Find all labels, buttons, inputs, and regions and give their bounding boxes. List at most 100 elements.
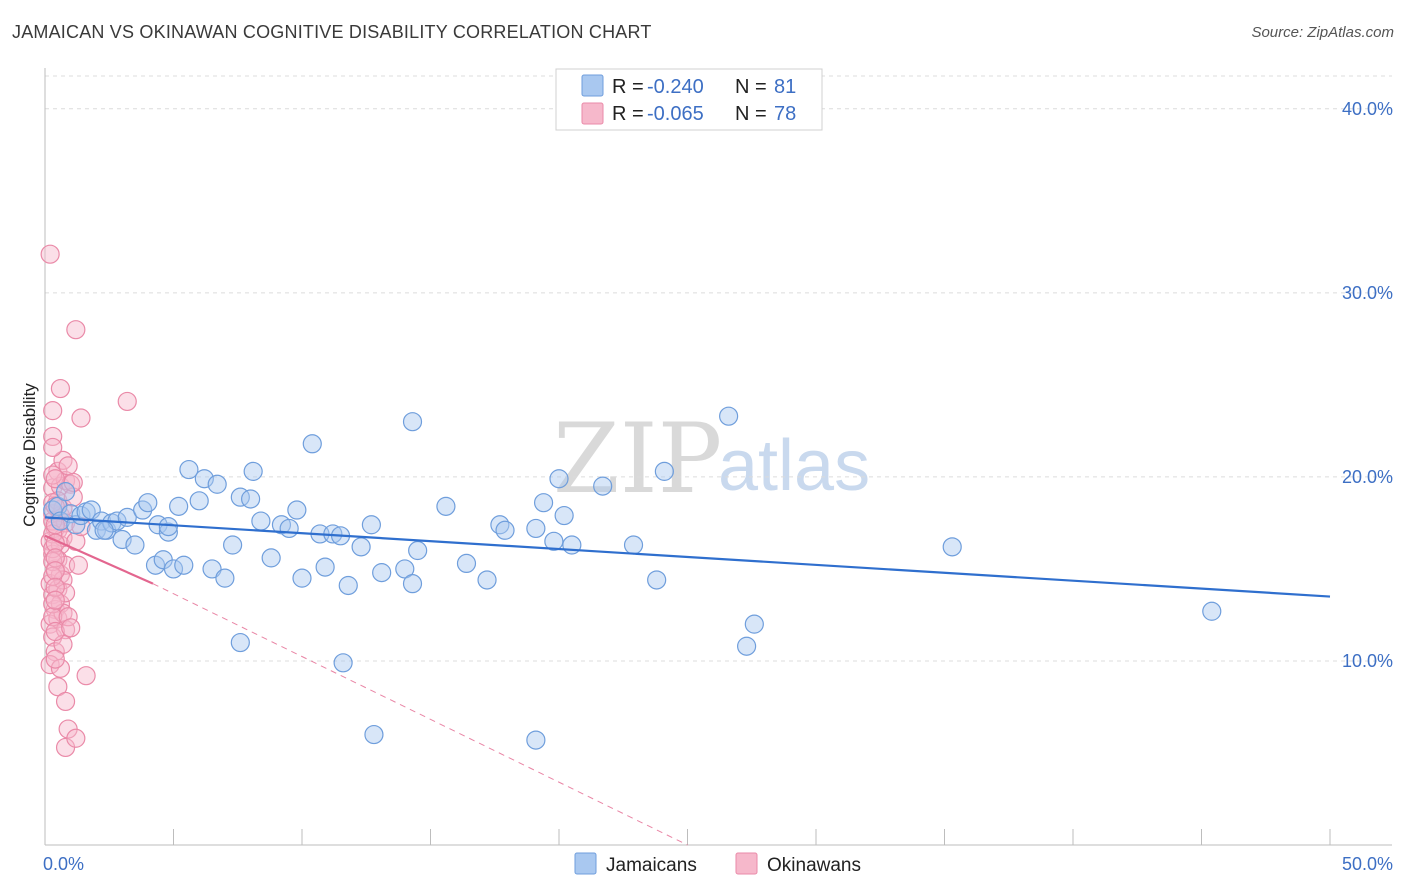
okinawans-point-26: [53, 450, 73, 470]
axes: 10.0% 20.0% 30.0% 40.0% 0.0% 50.0%: [43, 68, 1393, 874]
jamaicans-points: [43, 406, 1222, 750]
jamaicans-point-36: [251, 511, 271, 531]
series-legend-swatch-okinawans: [735, 852, 758, 875]
jamaicans-point-49: [361, 515, 381, 535]
jamaicans-point-57: [490, 515, 510, 535]
jamaicans-point-76: [364, 724, 384, 745]
jamaicans-point-0: [43, 500, 63, 520]
jamaicans-point-54: [436, 496, 456, 516]
okinawans-point-33: [55, 583, 76, 603]
jamaicans-point-78: [402, 412, 423, 432]
x-tick-label-50: 50.0%: [1342, 854, 1393, 874]
jamaicans-point-73: [1202, 601, 1222, 621]
jamaicans-point-32: [223, 535, 243, 555]
legend-swatch-jamaicans: [581, 74, 604, 97]
legend-n-value-okinawans: 78: [774, 103, 796, 125]
jamaicans-point-74: [230, 632, 250, 653]
legend-r-value-jamaicans: -0.240: [647, 76, 704, 98]
okinawans-point-74: [58, 607, 78, 627]
okinawans-trend-line: [44, 534, 154, 585]
okinawans-point-66: [45, 469, 65, 489]
legend-r-label-jamaicans: R =: [612, 76, 644, 98]
jamaicans-point-35: [243, 461, 263, 481]
jamaicans-trend-line: [44, 516, 1331, 598]
jamaicans-point-60: [533, 493, 554, 513]
jamaicans-point-50: [372, 563, 392, 583]
jamaicans-point-58: [495, 520, 515, 540]
okinawans-point-46: [68, 555, 89, 575]
y-tick-label-30: 30.0%: [1342, 283, 1393, 303]
legend-r-value-okinawans: -0.065: [647, 103, 704, 125]
jamaicans-point-16: [125, 535, 145, 555]
jamaicans-point-68: [654, 461, 674, 481]
okinawans-point-42: [66, 728, 86, 748]
jamaicans-point-2: [50, 511, 71, 531]
jamaicans-point-80: [94, 520, 114, 540]
jamaicans-point-47: [338, 575, 358, 596]
legend-r-label-okinawans: R =: [612, 103, 644, 125]
jamaicans-point-41: [292, 568, 312, 588]
jamaicans-point-30: [207, 474, 227, 494]
series-legend-label-jamaicans: Jamaicans: [606, 855, 697, 876]
y-tick-label-40: 40.0%: [1342, 99, 1393, 119]
jamaicans-point-59: [526, 518, 546, 539]
okinawans-point-50: [71, 408, 91, 428]
legend-n-label-okinawans: N =: [735, 103, 767, 125]
jamaicans-point-56: [477, 570, 497, 590]
jamaicans-point-31: [215, 568, 235, 588]
watermark-atlas: atlas: [718, 426, 870, 506]
jamaicans-point-72: [942, 537, 962, 557]
okinawans-point-52: [43, 426, 63, 447]
jamaicans-point-39: [279, 518, 299, 539]
jamaicans-point-65: [593, 476, 613, 496]
jamaicans-point-62: [549, 469, 569, 489]
jamaicans-point-63: [554, 505, 574, 526]
legend-n-label-jamaicans: N =: [735, 76, 767, 98]
jamaicans-point-51: [395, 559, 415, 579]
okinawans-point-64: [43, 401, 63, 421]
okinawans-point-65: [43, 437, 63, 458]
chart-title: JAMAICAN VS OKINAWAN COGNITIVE DISABILIT…: [12, 22, 652, 42]
series-legend: Jamaicans Okinawans: [574, 852, 861, 876]
legend-n-value-jamaicans: 81: [774, 76, 796, 98]
okinawans-point-0: [40, 244, 60, 264]
okinawans-point-73: [45, 590, 65, 610]
x-tick-label-0: 0.0%: [43, 854, 84, 874]
jamaicans-point-79: [158, 516, 178, 537]
jamaicans-point-75: [333, 653, 353, 673]
jamaicans-point-3: [55, 482, 76, 502]
okinawans-point-37: [50, 658, 71, 678]
jamaicans-point-23: [163, 559, 184, 579]
jamaicans-point-42: [302, 434, 322, 454]
jamaicans-point-40: [287, 500, 307, 520]
okinawans-point-13: [40, 655, 60, 675]
okinawans-point-51: [117, 391, 137, 412]
okinawans-point-61: [43, 607, 63, 627]
watermark-zip: ZIP: [553, 403, 722, 515]
okinawans-point-75: [61, 618, 81, 638]
okinawans-trend-extension: [152, 583, 688, 846]
jamaicans-point-44: [315, 557, 335, 577]
jamaicans-point-55: [456, 553, 477, 574]
stats-legend: R = -0.240 N = 81 R = -0.065 N = 78: [555, 68, 823, 131]
jamaicans-point-71: [744, 614, 764, 634]
jamaicans-point-27: [189, 491, 209, 511]
jamaicans-point-25: [174, 555, 194, 575]
jamaicans-point-61: [544, 531, 564, 551]
okinawans-point-53: [43, 465, 63, 485]
series-legend-swatch-jamaicans: [574, 852, 597, 875]
jamaicans-point-34: [241, 489, 261, 509]
okinawans-point-38: [48, 677, 68, 697]
y-axis-label: Cognitive Disability: [20, 383, 39, 527]
jamaicans-point-67: [647, 570, 667, 590]
y-tick-label-10: 10.0%: [1342, 651, 1393, 671]
okinawans-point-39: [55, 691, 76, 712]
jamaicans-point-18: [138, 493, 158, 513]
legend-swatch-okinawans: [581, 102, 604, 125]
series-legend-label-okinawans: Okinawans: [767, 855, 861, 876]
jamaicans-point-48: [351, 537, 371, 557]
jamaicans-point-37: [261, 548, 281, 568]
okinawans-point-76: [58, 456, 78, 476]
okinawans-point-49: [66, 320, 86, 340]
